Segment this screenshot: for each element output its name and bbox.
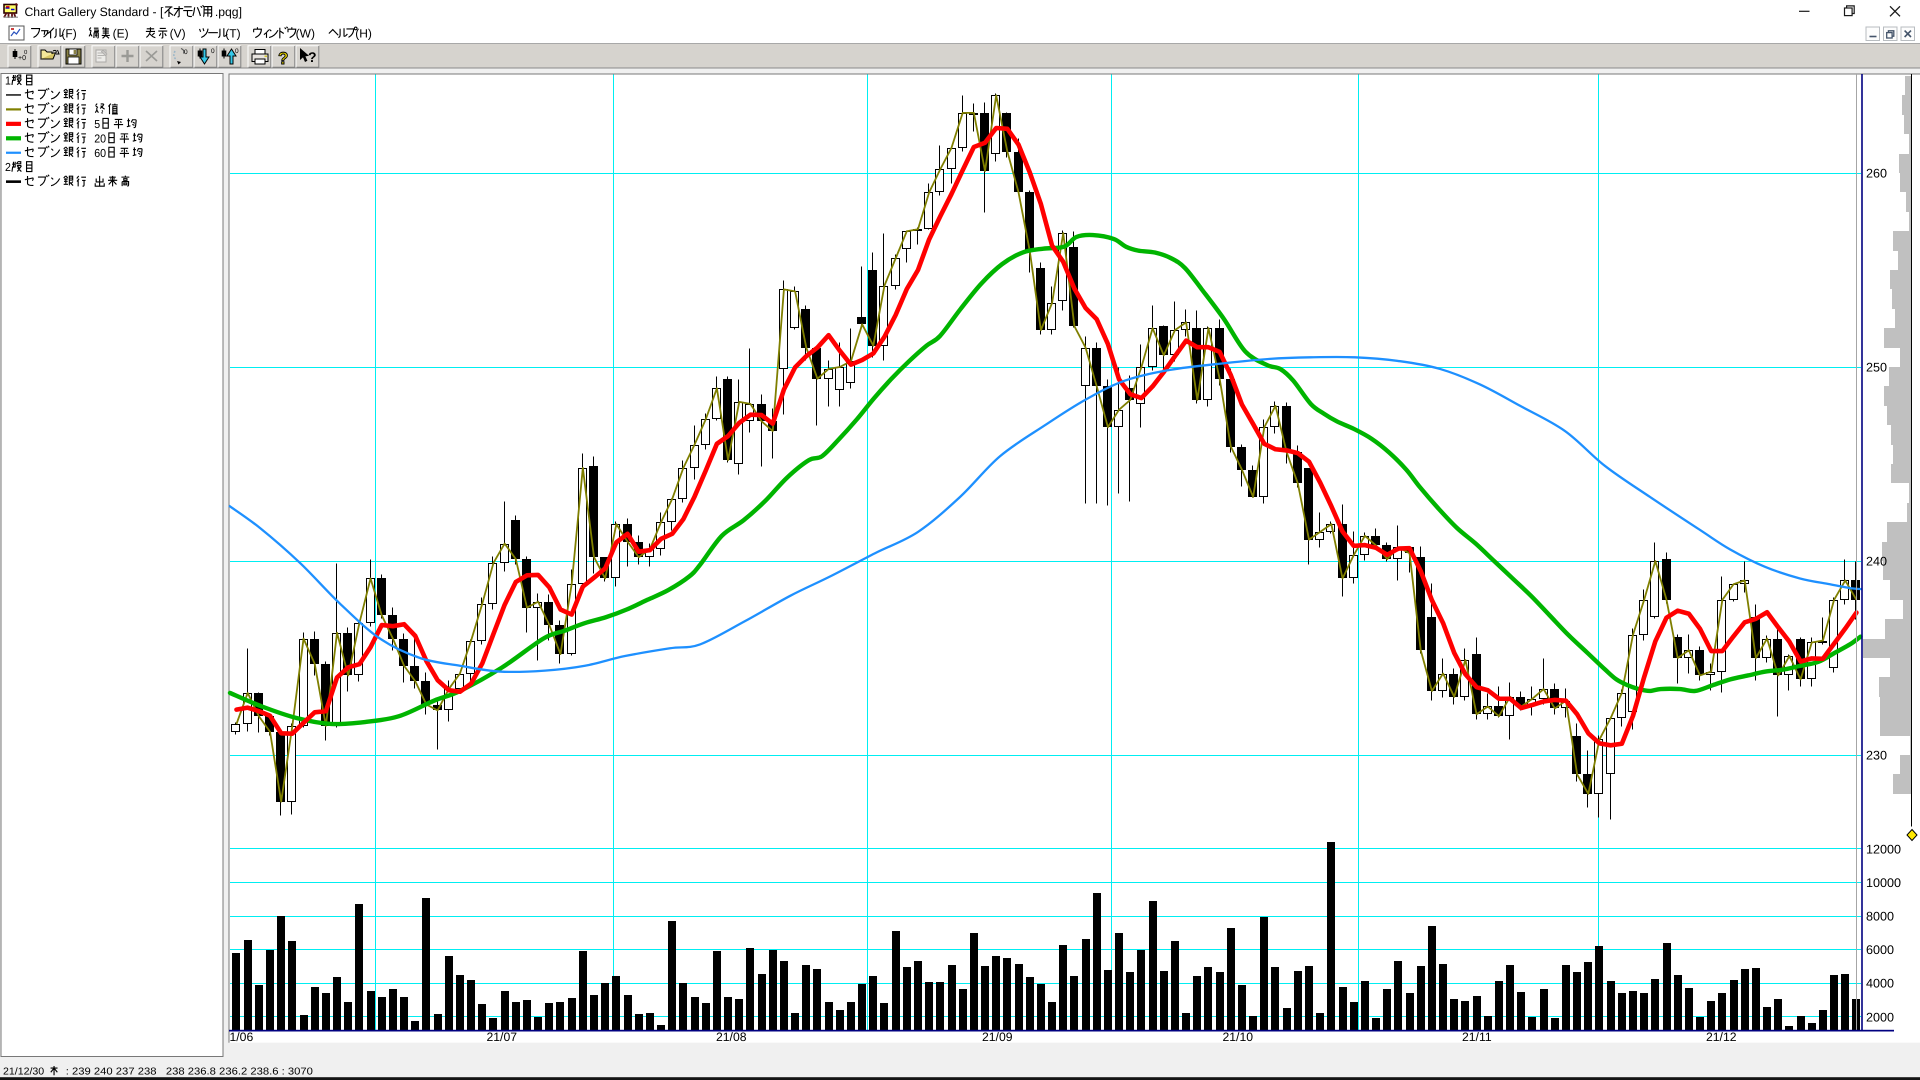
- svg-text:1: 1: [5, 76, 11, 88]
- svg-text:6000: 6000: [1866, 943, 1894, 957]
- svg-text:240: 240: [1866, 555, 1887, 569]
- svg-text:0: 0: [211, 48, 215, 55]
- svg-text:0: 0: [24, 49, 28, 56]
- svg-text:(W): (W): [296, 27, 315, 41]
- svg-text:(V): (V): [170, 27, 186, 41]
- svg-text:: 239 240 237 238 238 236.8: : 239 240 237 238 238 236.8 236.2 238.6 …: [66, 1067, 314, 1078]
- svg-text:8000: 8000: [1866, 910, 1894, 924]
- svg-text:60: 60: [94, 148, 106, 160]
- svg-text:260: 260: [1866, 167, 1887, 181]
- svg-text:?: ?: [278, 49, 288, 68]
- svg-text:20: 20: [94, 133, 106, 145]
- svg-text:1/06: 1/06: [230, 1030, 254, 1044]
- svg-text:0: 0: [184, 49, 188, 56]
- svg-text:250: 250: [1866, 361, 1887, 375]
- svg-text:21/12/30: 21/12/30: [3, 1067, 45, 1078]
- svg-text:?: ?: [308, 49, 317, 65]
- svg-text:(T): (T): [225, 27, 240, 41]
- svg-text:2: 2: [5, 162, 11, 174]
- svg-text:2000: 2000: [1866, 1010, 1894, 1024]
- svg-text:10000: 10000: [1866, 876, 1901, 890]
- svg-text:Chart Gallery Standard - [: Chart Gallery Standard - [: [25, 5, 164, 19]
- svg-text:21/11: 21/11: [1462, 1030, 1492, 1044]
- svg-text:21/12: 21/12: [1706, 1030, 1737, 1044]
- svg-text:21/09: 21/09: [982, 1030, 1013, 1044]
- svg-text:(E): (E): [113, 27, 129, 41]
- svg-text:+0: +0: [18, 55, 26, 62]
- svg-text:5: 5: [94, 119, 100, 131]
- svg-text:12000: 12000: [1866, 842, 1901, 856]
- svg-text:0: 0: [235, 48, 239, 55]
- svg-text:21/07: 21/07: [487, 1030, 518, 1044]
- svg-text:21/08: 21/08: [716, 1030, 747, 1044]
- svg-text:(H): (H): [355, 27, 372, 41]
- svg-text:(F): (F): [61, 27, 76, 41]
- svg-text:21/10: 21/10: [1223, 1030, 1254, 1044]
- svg-text:4000: 4000: [1866, 977, 1894, 991]
- svg-text:230: 230: [1866, 749, 1887, 763]
- svg-text:.pqg]: .pqg]: [215, 5, 242, 19]
